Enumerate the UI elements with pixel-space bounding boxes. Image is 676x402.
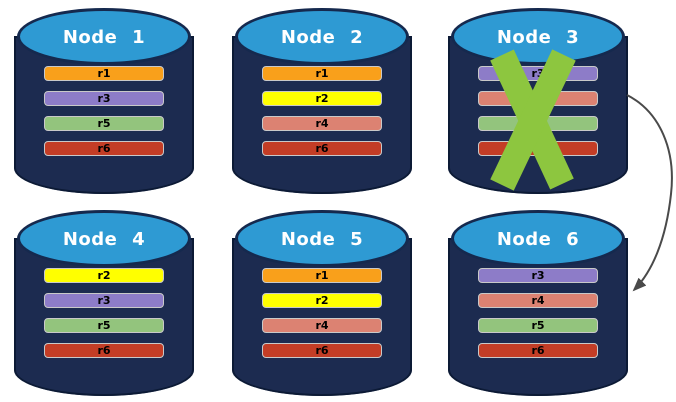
cylinder-top: Node 4 [17,210,191,267]
node-1-cylinder: Node 1 r1 r3 r5 r6 [13,5,195,197]
node-title: Node 6 [496,229,580,250]
replica-bar: r5 [44,116,164,131]
replica-label: r4 [315,117,329,130]
node-5-cylinder: Node 5 r1 r2 r4 r6 [231,207,413,399]
node-3-cylinder: Node 3 r3 r4 r5 r6 [447,5,629,197]
replica-bar: r2 [262,91,382,106]
cylinder-top: Node 1 [17,8,191,65]
replica-bar: r1 [262,66,382,81]
replica-bar: r3 [44,293,164,308]
replica-label: r5 [97,319,111,332]
replica-label: r5 [531,319,545,332]
replica-label: r4 [315,319,329,332]
node-title: Node 4 [62,229,146,250]
replica-label: r3 [531,269,545,282]
node-title: Node 3 [496,27,580,48]
node-6-cylinder: Node 6 r3 r4 r5 r6 [447,207,629,399]
replica-label: r6 [97,142,111,155]
cylinder-top: Node 3 [451,8,625,65]
replica-bar: r5 [44,318,164,333]
replica-label: r1 [315,269,329,282]
replica-label: r6 [97,344,111,357]
replica-label: r2 [97,269,111,282]
replica-label: r2 [315,294,329,307]
replica-bar: r6 [478,343,598,358]
cylinder-top: Node 6 [451,210,625,267]
cylinder-top: Node 2 [235,8,409,65]
replica-bar: r3 [44,91,164,106]
replica-bar: r6 [262,141,382,156]
node-title: Node 2 [280,27,364,48]
replica-bar: r5 [478,318,598,333]
cylinder-top: Node 5 [235,210,409,267]
replica-label: r3 [97,92,111,105]
replica-label: r4 [531,294,545,307]
node-title: Node 5 [280,229,364,250]
replica-bar: r4 [262,116,382,131]
replica-bar: r6 [262,343,382,358]
replica-label: r1 [97,67,111,80]
replica-bar: r6 [44,141,164,156]
replica-bar: r2 [44,268,164,283]
failure-x-icon [490,49,576,191]
replica-bar: r4 [262,318,382,333]
replica-label: r6 [315,344,329,357]
node-2-cylinder: Node 2 r1 r2 r4 r6 [231,5,413,197]
replica-label: r1 [315,67,329,80]
replica-label: r2 [315,92,329,105]
replica-label: r6 [531,344,545,357]
replica-bar: r1 [262,268,382,283]
node-4-cylinder: Node 4 r2 r3 r5 r6 [13,207,195,399]
replica-bar: r2 [262,293,382,308]
replica-label: r3 [97,294,111,307]
replica-bar: r6 [44,343,164,358]
replica-bar: r4 [478,293,598,308]
replica-label: r6 [315,142,329,155]
replica-bar: r1 [44,66,164,81]
replica-bar: r3 [478,268,598,283]
replica-label: r5 [97,117,111,130]
arrow-path [626,94,673,292]
replica-label: r3 [531,67,545,80]
node-title: Node 1 [62,27,146,48]
